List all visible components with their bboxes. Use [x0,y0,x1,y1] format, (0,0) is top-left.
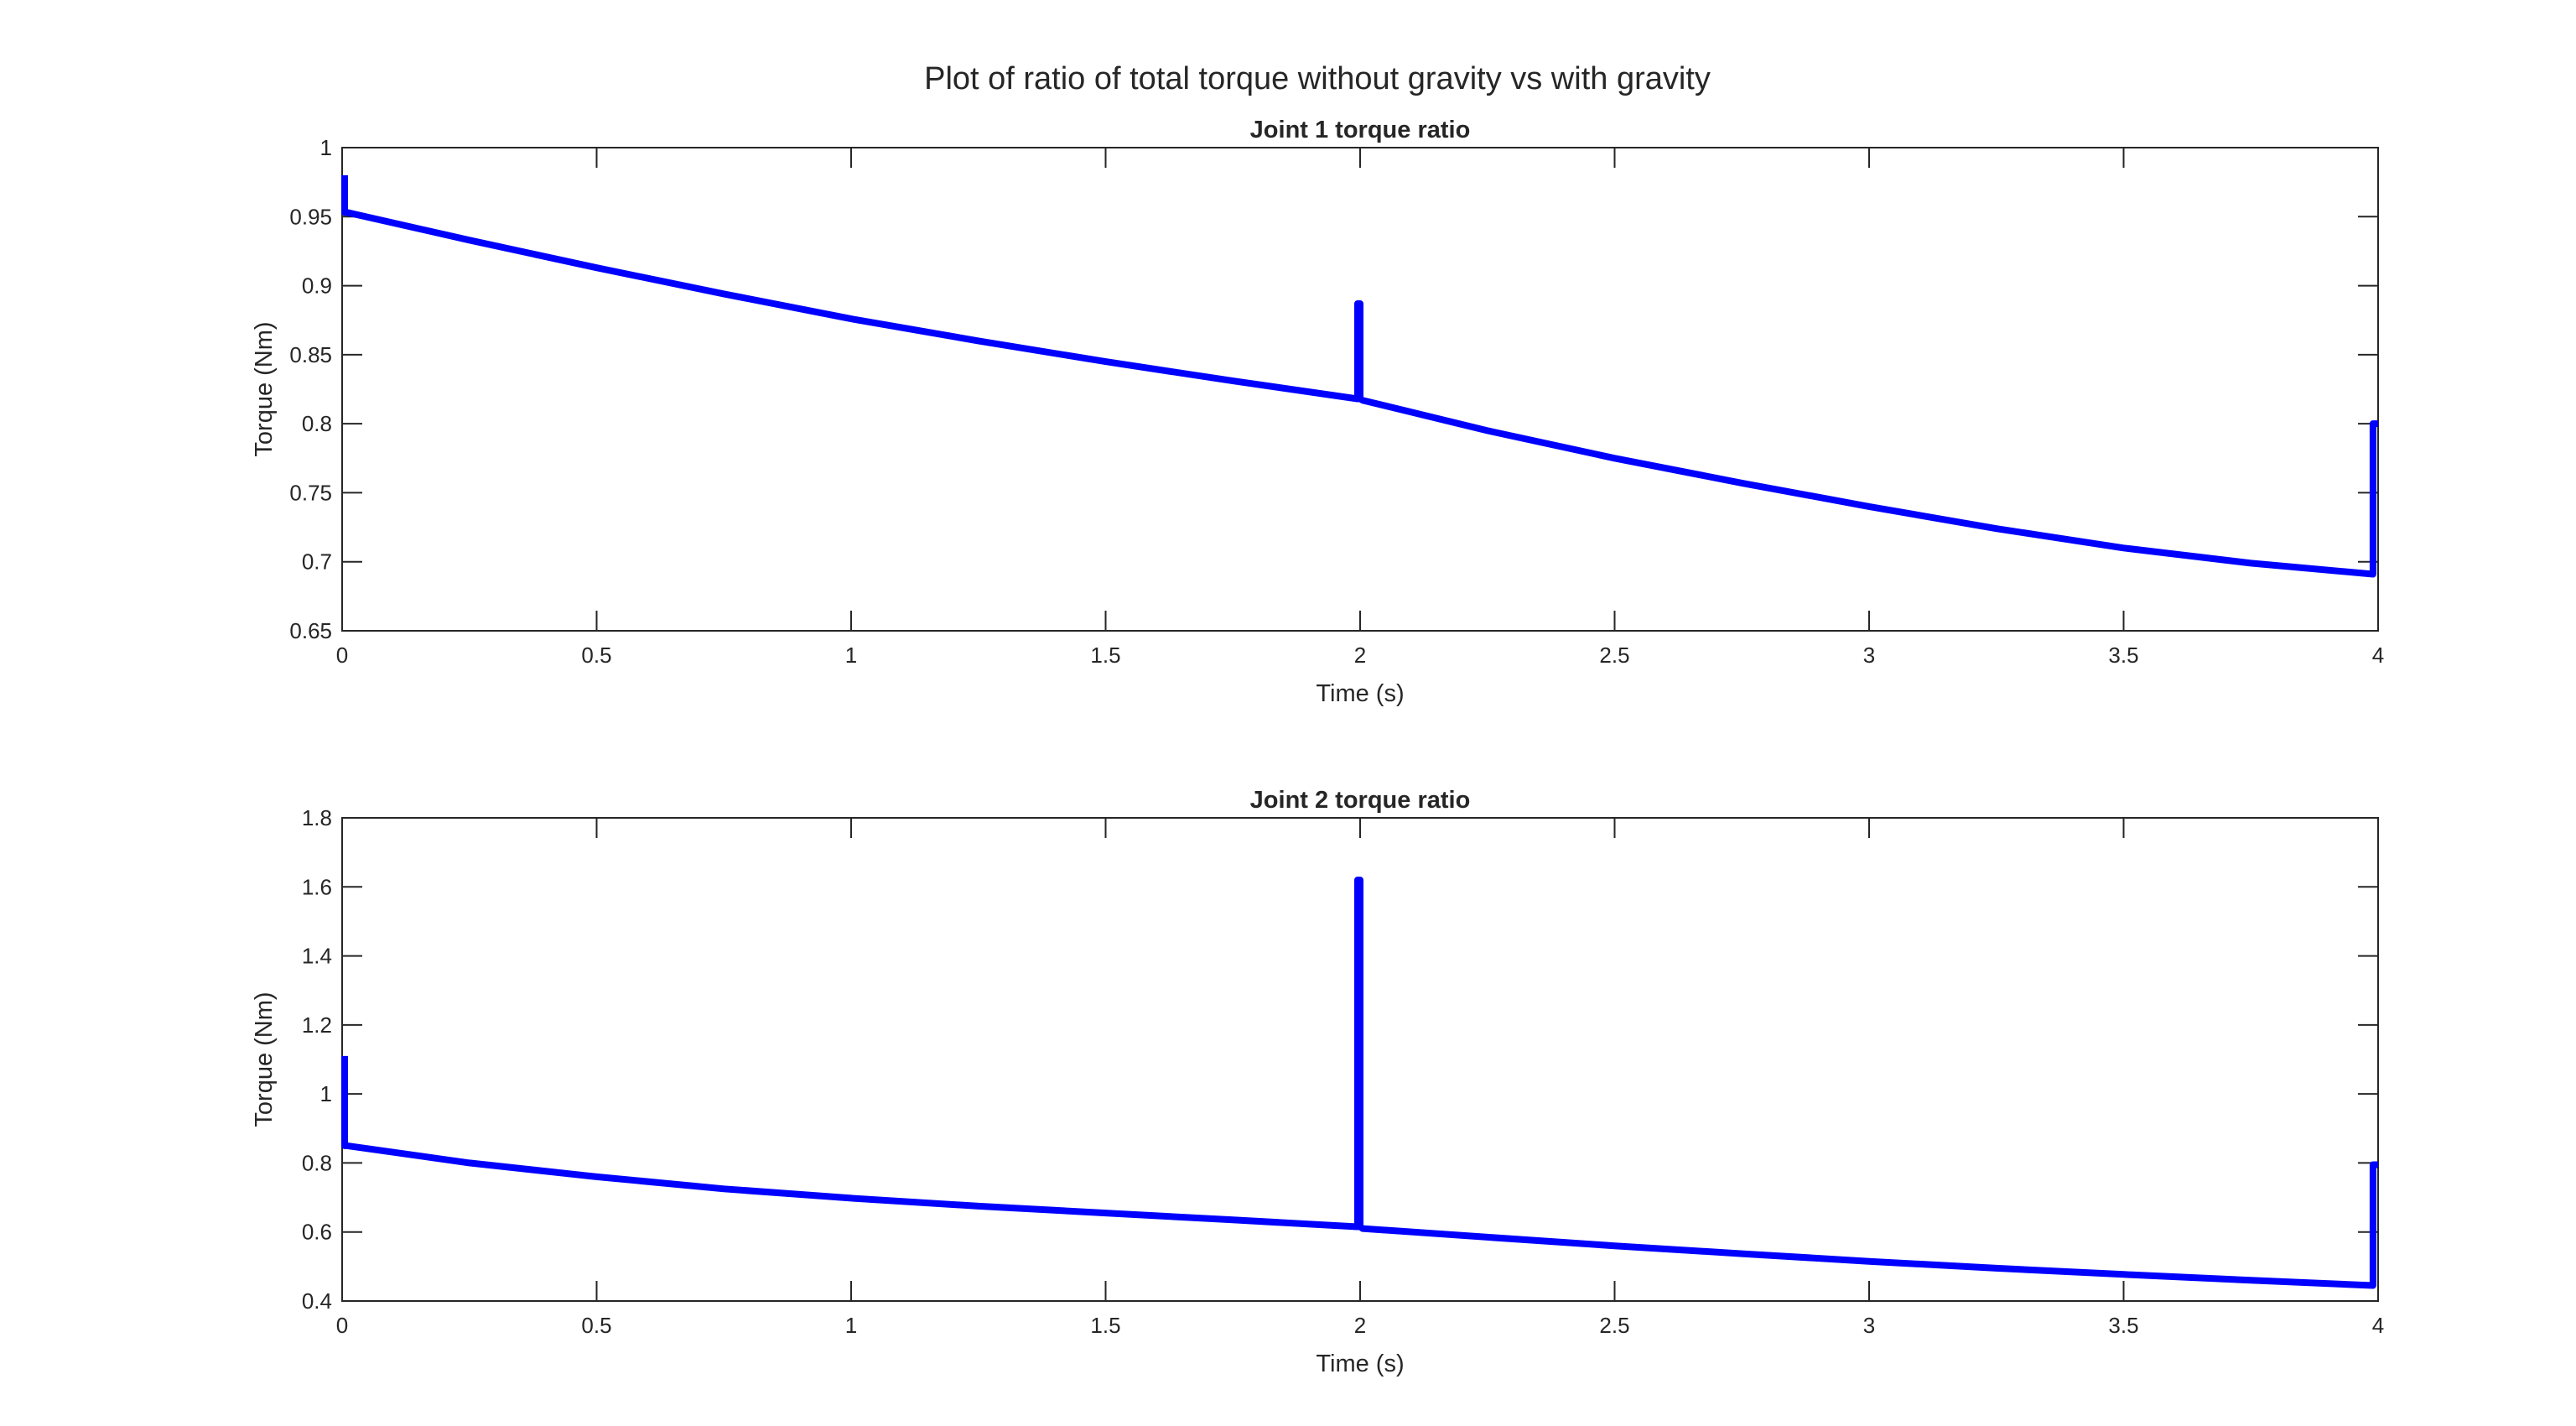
figure-title: Plot of ratio of total torque without gr… [924,61,1711,96]
joint-1-x-tick-label: 2.5 [1599,643,1629,668]
joint-2-series-line-0 [341,877,2378,1289]
joint-1-y-tick-label: 1 [320,135,332,160]
joint-2-x-tick-label: 0 [336,1313,348,1338]
joint-2-x-tick-label: 2.5 [1599,1313,1629,1338]
joint-1-y-tick-label: 0.7 [302,549,332,575]
joint-1-y-tick-label: 0.9 [302,273,332,299]
joint-2-y-tick-label: 1.8 [302,805,332,830]
joint-2-y-tick-label: 1.2 [302,1012,332,1038]
joint-2-y-tick-label: 1.4 [302,944,332,969]
joint-2-y-tick-label: 0.4 [302,1288,332,1314]
joint-1-y-tick-label: 0.75 [289,480,332,505]
joint-1-x-tick-label: 1 [845,643,857,668]
joint-1-subplot: Joint 1 torque ratio 0 0.5 1 1.5 2 2.5 3 3.5 4 0.6… [251,117,2384,707]
joint-1-x-tick-label: 2 [1354,643,1366,668]
joint-1-series-line-0 [341,174,2378,578]
joint-2-y-axis-label: Torque (Nm) [251,991,278,1127]
joint-1-y-axis-label: Torque (Nm) [251,321,278,456]
joint-1-x-tick-label: 4 [2372,643,2384,668]
joint-2-y-tick-label: 1 [320,1081,332,1106]
joint-1-plot-title: Joint 1 torque ratio [1250,117,1471,143]
joint-2-x-tick-label: 0.5 [581,1313,611,1338]
joint-2-subplot: Joint 2 torque ratio 0 0.5 1 1.5 2 2.5 3 3.5 4 0.4… [251,787,2384,1377]
joint-1-y-tick-label: 0.65 [289,618,332,643]
joint-2-x-tick-label: 3.5 [2108,1313,2138,1338]
joint-1-y-tick-label: 0.8 [302,411,332,436]
joint-2-x-tick-label: 4 [2372,1313,2384,1338]
joint-1-x-tick-label: 3.5 [2108,643,2138,668]
joint-2-x-tick-label: 2 [1354,1313,1366,1338]
joint-2-x-axis-label: Time (s) [1316,1351,1404,1377]
joint-1-x-tick-label: 0 [336,643,348,668]
joint-2-y-tick-label: 1.6 [302,874,332,899]
joint-2-x-tick-label: 1 [845,1313,857,1338]
joint-2-x-tick-label: 3 [1863,1313,1875,1338]
joint-2-y-tick-label: 0.8 [302,1150,332,1175]
joint-1-x-tick-label: 3 [1863,643,1875,668]
joint-2-x-tick-label: 1.5 [1090,1313,1120,1338]
joint-1-y-tick-label: 0.95 [289,204,332,229]
joint-1-x-tick-label: 0.5 [581,643,611,668]
joint-1-y-tick-label: 0.85 [289,342,332,367]
joint-1-x-tick-label: 1.5 [1090,643,1120,668]
joint-2-y-tick-label: 0.6 [302,1220,332,1245]
joint-1-x-axis-label: Time (s) [1316,680,1404,707]
joint-2-plot-title: Joint 2 torque ratio [1250,787,1471,814]
